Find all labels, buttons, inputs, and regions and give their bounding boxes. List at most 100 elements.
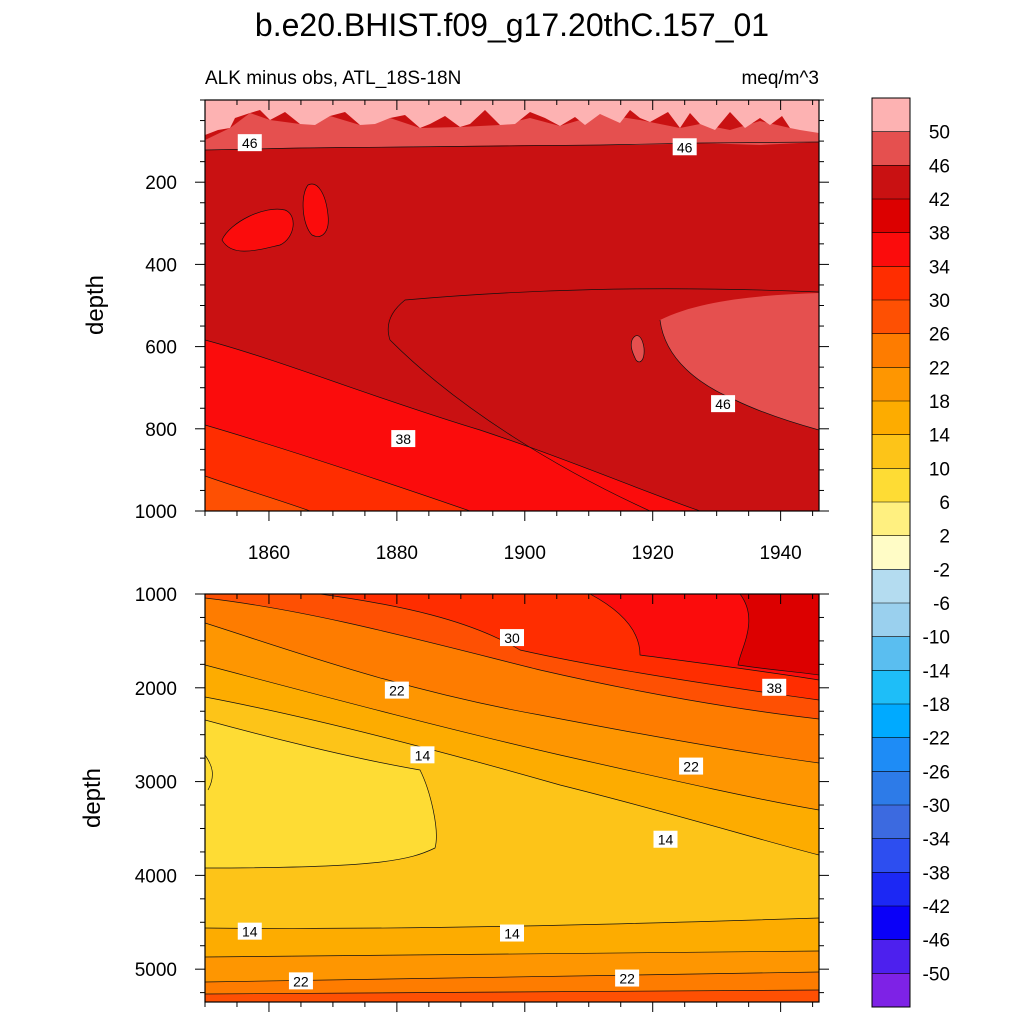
contour-label-box [237, 134, 262, 152]
contour-label-text: 14 [504, 926, 520, 942]
colorbar-label: 22 [929, 358, 950, 379]
y-tick-label: 800 [145, 420, 177, 441]
contour-label: 14 [653, 830, 678, 848]
colorbar-box [872, 670, 910, 705]
colorbar-label: 14 [929, 426, 951, 447]
colorbar-box [872, 199, 910, 234]
contour-label-text: 46 [715, 396, 731, 412]
colorbar-label: -2 [933, 560, 950, 581]
contour-label-box [237, 922, 262, 940]
colorbar-box [872, 704, 910, 739]
fill-level-46-50-small [631, 335, 645, 362]
contour-label: 46 [237, 134, 262, 152]
y-tick-label: 3000 [135, 773, 177, 794]
y-tick-label: 200 [145, 173, 177, 194]
colorbar-box [872, 300, 910, 335]
colorbar-label: 42 [929, 190, 950, 211]
colorbar-label: 30 [929, 291, 950, 312]
contour-label-text: 14 [415, 747, 431, 763]
contour-label-box [711, 395, 736, 413]
colorbar-label: -14 [923, 661, 951, 682]
x-tick-label: 1900 [504, 543, 546, 564]
colorbar-label: 6 [939, 493, 950, 514]
fill-level-46-50-tongue [660, 293, 819, 430]
colorbar-box [872, 872, 910, 907]
colorbar-box [872, 131, 910, 166]
y-tick-label: 4000 [135, 866, 177, 887]
chart-subtitle-right: meq/m^3 [741, 68, 819, 89]
contour-label-box [500, 924, 524, 942]
colorbar-label: -34 [923, 830, 951, 851]
chart-title: b.e20.BHIST.f09_g17.20thC.157_01 [255, 7, 769, 43]
colorbar-label: -18 [923, 695, 950, 716]
colorbar-label: -10 [923, 628, 950, 649]
colorbar-label: 18 [929, 392, 950, 413]
contour-label: 14 [237, 922, 262, 940]
lower-y-axis-title: depth [79, 768, 106, 828]
colorbar-label: -38 [923, 863, 950, 884]
colorbar-box [872, 939, 910, 974]
colorbar-label: -26 [923, 762, 950, 783]
colorbar-box [872, 232, 910, 267]
upper-x-ticks: 1860 1880 1900 1920 1940 [204, 100, 814, 564]
contour-label: 22 [679, 757, 704, 775]
contour-label-box [672, 138, 697, 156]
colorbar-box [872, 535, 910, 570]
y-tick-label: 400 [145, 255, 177, 276]
colorbar-label: 38 [929, 224, 950, 245]
contour-label-text: 46 [242, 135, 258, 151]
colorbar-box [872, 468, 910, 503]
colorbar-label: -50 [923, 964, 950, 985]
contour-label: 46 [672, 138, 697, 156]
colorbar-box [872, 165, 910, 200]
contour-label-text: 22 [683, 759, 699, 775]
colorbar-box [872, 367, 910, 402]
contour-label-text: 14 [658, 832, 674, 848]
colorbar-box [872, 906, 910, 941]
colorbar-box [872, 502, 910, 537]
fill-level-30-34 [205, 425, 470, 511]
fill-level-34-38-blob [222, 209, 294, 252]
y-tick-label: 5000 [135, 960, 177, 981]
colorbar-label: 26 [929, 325, 950, 346]
colorbar-label: -30 [923, 796, 950, 817]
contour-label-text: 14 [242, 924, 258, 940]
contour-label-text: 46 [677, 139, 693, 155]
colorbar: 50 46 42 38 34 30 26 22 18 14 10 6 2 -2 -6 -10 -14 -18 -22… [871, 97, 951, 1008]
contour-label-text: 22 [619, 971, 635, 987]
contour-label: 30 [500, 629, 524, 647]
fill-level-34-38-blob2 [303, 184, 329, 237]
contour-label-box [679, 757, 704, 775]
upper-contour-labels: 46 46 46 38 [237, 134, 736, 448]
colorbar-box [872, 266, 910, 301]
lower-plot-frame [204, 593, 820, 1003]
colorbar-box [872, 569, 910, 604]
colorbar-label: 46 [929, 156, 950, 177]
x-tick-label: 1920 [632, 543, 674, 564]
colorbar-box [872, 98, 910, 133]
colorbar-label: 34 [929, 257, 951, 278]
x-tick-label: 1880 [376, 543, 418, 564]
colorbar-box [872, 805, 910, 840]
contour-label-box [762, 678, 787, 696]
colorbar-box [872, 401, 910, 436]
lower-y-ticks: 1000 2000 3000 4000 5000 [135, 585, 829, 994]
colorbar-frame [871, 97, 911, 1008]
contour-label-box [653, 830, 678, 848]
x-tick-label: 1940 [759, 543, 801, 564]
contour-label: 46 [711, 395, 736, 413]
colorbar-box [872, 737, 910, 772]
contour-label-box [391, 430, 416, 448]
colorbar-label: 50 [929, 123, 950, 144]
upper-y-ticks: 200 400 600 800 1000 [135, 99, 829, 523]
contour-label-box [288, 972, 313, 990]
contour-label: 38 [391, 430, 416, 448]
fill-level-46-50-band [205, 113, 819, 150]
contour-label-box [500, 629, 524, 647]
colorbar-label: -42 [923, 897, 950, 918]
colorbar-label: 10 [929, 459, 950, 480]
colorbar-box [872, 973, 910, 1008]
colorbar-label: -22 [923, 729, 950, 750]
fill-level-50-plus [205, 100, 819, 135]
x-tick-label: 1860 [248, 543, 290, 564]
